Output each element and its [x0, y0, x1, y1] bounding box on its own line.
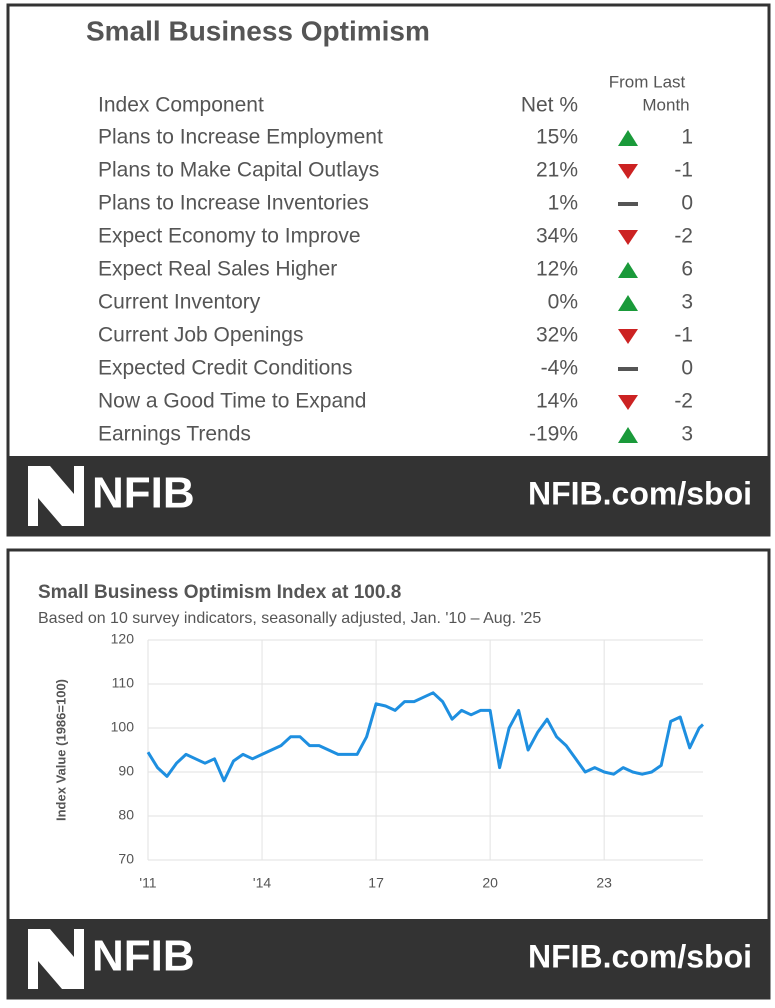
component: Expected Credit Conditions [98, 357, 352, 380]
component: Expect Real Sales Higher [98, 258, 337, 281]
y-tick-label: 100 [111, 719, 135, 735]
y-tick-label: 110 [112, 675, 135, 691]
change: -2 [674, 390, 693, 413]
change: 3 [681, 291, 693, 314]
component: Earnings Trends [98, 423, 251, 446]
logo-mark [28, 466, 84, 526]
up-arrow [618, 262, 638, 278]
down-arrow [618, 329, 638, 344]
down-arrow [618, 395, 638, 410]
panel [6, 3, 771, 537]
down-arrow [618, 230, 638, 245]
footer: NFIB NFIB.com/sboi NFIB NFIB.com/sboi [28, 466, 752, 989]
logo-mark [28, 929, 84, 989]
component: Current Job Openings [98, 324, 303, 347]
change: -1 [674, 324, 693, 347]
component: Plans to Increase Employment [98, 126, 383, 149]
line [146, 691, 705, 783]
header: Month [642, 95, 689, 114]
y-tick-label: 80 [118, 807, 134, 823]
no-change [618, 367, 638, 371]
up-arrow [618, 130, 638, 146]
net-percent: 12% [536, 258, 578, 281]
component: Plans to Make Capital Outlays [98, 159, 379, 182]
x-tick-label: 17 [368, 875, 384, 891]
net-percent: 0% [548, 291, 578, 314]
change: 0 [681, 192, 693, 215]
x-tick-label: 23 [596, 875, 612, 891]
net-percent: 32% [536, 324, 578, 347]
change: 6 [681, 258, 693, 281]
header: Index Component [98, 94, 264, 117]
no-change [618, 202, 638, 206]
net-percent: 14% [536, 390, 578, 413]
y-tick-label: 70 [118, 851, 134, 867]
change: 3 [681, 423, 693, 446]
net-percent: 1% [548, 192, 578, 215]
header: Net % [521, 94, 578, 117]
net-percent: -4% [541, 357, 578, 380]
header: From Last [609, 72, 686, 91]
change: -1 [674, 159, 693, 182]
component: Current Inventory [98, 291, 261, 314]
net-percent: 34% [536, 225, 578, 248]
y-tick-label: 120 [111, 631, 135, 647]
net-percent: 15% [536, 126, 578, 149]
logo-text: NFIB [92, 469, 195, 518]
x-tick-label: '14 [253, 875, 271, 891]
change: -2 [674, 225, 693, 248]
footer-bar [8, 456, 769, 535]
down-arrow [618, 164, 638, 179]
net-percent: 21% [536, 159, 578, 182]
footer-url: NFIB.com/sboi [528, 475, 752, 511]
x-tick-label: 20 [482, 875, 498, 891]
up-arrow [618, 427, 638, 443]
change: 1 [681, 126, 693, 149]
component: Plans to Increase Inventories [98, 192, 369, 215]
component: Now a Good Time to Expand [98, 390, 366, 413]
chart-subtitle: Based on 10 survey indicators, seasonall… [38, 610, 541, 627]
x-tick-label: '11 [139, 875, 156, 891]
up-arrow [618, 295, 638, 311]
footer-url: NFIB.com/sboi [528, 938, 752, 974]
component: Expect Economy to Improve [98, 225, 361, 248]
footer-bar [8, 919, 769, 998]
chart-title: Small Business Optimism Index at 100.8 [38, 582, 401, 603]
net-percent: -19% [529, 423, 578, 446]
logo-text: NFIB [92, 932, 195, 981]
change: 0 [681, 357, 693, 380]
table-title: Small Business Optimism [86, 15, 430, 46]
y-tick-label: 90 [118, 763, 134, 779]
y-axis-label: Index Value (1986=100) [53, 679, 68, 821]
